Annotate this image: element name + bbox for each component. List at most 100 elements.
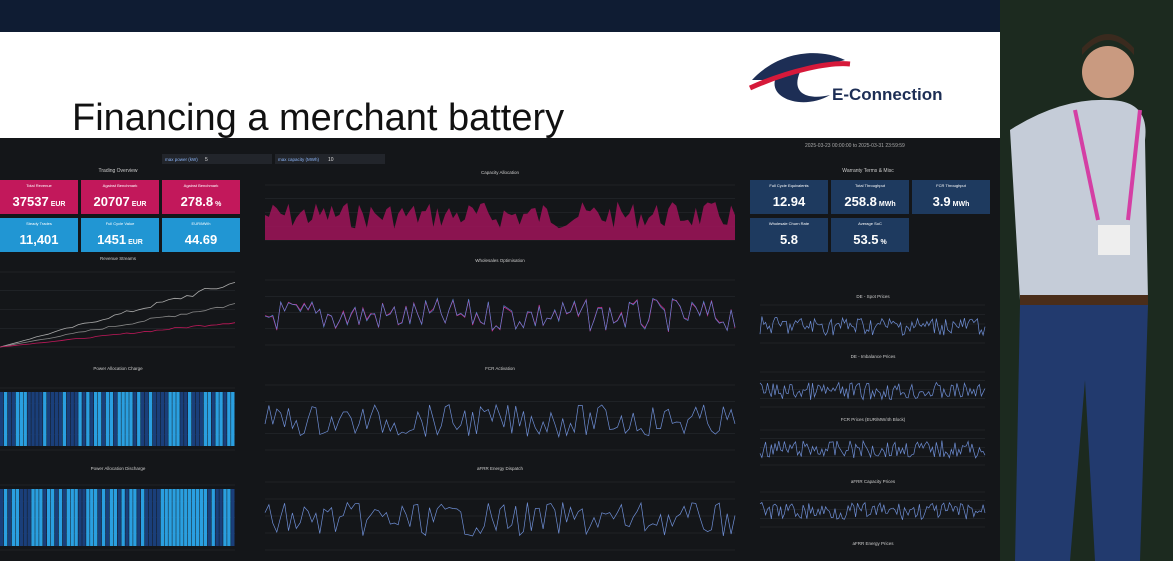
person-hair	[1082, 34, 1134, 55]
decor-bar	[133, 392, 137, 446]
decor-bar	[86, 489, 90, 546]
decor-bar	[66, 392, 70, 446]
decor-bar	[117, 392, 121, 446]
decor-bar	[109, 489, 114, 546]
decor-bar	[50, 392, 55, 446]
decor-bar	[227, 392, 231, 446]
stat-tile	[831, 218, 909, 252]
decor-line	[0, 303, 236, 348]
decor-bar	[7, 392, 12, 446]
decor-bar	[54, 392, 59, 446]
value: 20707	[94, 194, 130, 209]
decor-bar	[219, 489, 223, 546]
decor-bar	[74, 489, 78, 546]
panel-title: aFRR Energy Prices	[852, 541, 894, 546]
decor-bar	[141, 392, 145, 446]
decor-bar	[94, 489, 98, 546]
decor-bar	[62, 489, 67, 546]
value: 5.8	[780, 232, 798, 247]
unit: EUR	[132, 201, 147, 208]
decor-line	[759, 381, 986, 401]
unit: EUR	[51, 201, 66, 208]
decor-bar	[129, 392, 133, 446]
decor-bar	[137, 489, 141, 546]
decor-bar	[39, 489, 43, 546]
decor-bar	[164, 489, 168, 546]
decor-bar	[141, 489, 145, 546]
stat-value: 11,401	[19, 232, 58, 247]
value: 37537	[13, 194, 49, 209]
decor-bar	[31, 489, 35, 546]
panel-title: DE - Imbalance Prices	[851, 354, 897, 359]
decor-bar	[195, 489, 200, 546]
stat-label: Full Cycle Equivalents	[769, 183, 808, 188]
stat-tile	[912, 180, 990, 214]
decor-bar	[231, 392, 235, 446]
decor-bar	[11, 392, 16, 446]
panel-title: DE - Spot Prices	[856, 294, 890, 299]
decor-bar	[125, 392, 129, 446]
decor-bar	[117, 489, 121, 546]
decor-bar	[58, 489, 63, 546]
logo-swoosh	[748, 61, 851, 91]
value: 12.94	[773, 194, 806, 209]
decor-line	[759, 316, 986, 337]
input-field	[275, 154, 385, 164]
panel-title: FCR Activation	[485, 366, 515, 371]
decor-bar	[3, 489, 8, 546]
decor-bar	[3, 392, 8, 446]
panel-title: Capacity Allocation	[481, 170, 520, 175]
decor-bar	[15, 489, 20, 546]
decor-bar	[0, 392, 4, 446]
decor-bar	[219, 392, 223, 446]
decor-line	[759, 501, 986, 521]
decor-bar	[188, 392, 192, 446]
decor-bar	[191, 489, 196, 546]
value: 53.5	[853, 232, 878, 247]
decor-bar	[160, 392, 164, 446]
stat-value: 53.5%	[853, 232, 887, 247]
stat-tile	[81, 180, 159, 214]
stat-value: 1451 EUR	[97, 232, 143, 247]
input-label: max capacity (MWh)	[278, 157, 320, 162]
decor-bar	[152, 489, 157, 546]
decor-bar	[160, 489, 164, 546]
stat-tile	[81, 218, 159, 252]
decor-bar	[66, 489, 70, 546]
decor-bar	[137, 392, 141, 446]
badge	[1098, 225, 1130, 255]
input-field	[162, 154, 272, 164]
decor-bar	[58, 392, 63, 446]
decor-bar	[7, 489, 12, 546]
decor-bar	[105, 489, 110, 546]
decor-bar	[39, 392, 43, 446]
panel-title: aFRR Capacity Prices	[851, 479, 896, 484]
decor-bar	[50, 489, 55, 546]
decor-bar	[172, 392, 176, 446]
decor-bar	[0, 489, 4, 546]
decor-bar	[176, 489, 180, 546]
decor-bar	[70, 392, 74, 446]
decor-line	[264, 298, 736, 333]
decor-bar	[74, 392, 78, 446]
stat-tile	[750, 218, 828, 252]
unit: %	[881, 239, 888, 246]
decor-bar	[164, 392, 168, 446]
stat-value: 278.8%	[181, 194, 223, 209]
decor-bar	[191, 392, 196, 446]
decor-bar	[184, 392, 188, 446]
panel-title: Revenue Streams	[100, 256, 137, 261]
decor-bar	[54, 489, 59, 546]
decor-bar	[156, 489, 161, 546]
stat-label: Total Revenue	[26, 183, 52, 188]
stat-tile	[0, 218, 78, 252]
stat-value: 44.69	[185, 232, 218, 247]
stat-tile	[750, 180, 828, 214]
person-belt	[1020, 295, 1148, 307]
stat-label: EUR/MWh	[192, 221, 211, 226]
section-title: Warranty Terms & Misc	[842, 168, 894, 174]
decor-bar	[11, 489, 16, 546]
decor-bar	[184, 489, 188, 546]
decor-bar	[148, 489, 153, 546]
